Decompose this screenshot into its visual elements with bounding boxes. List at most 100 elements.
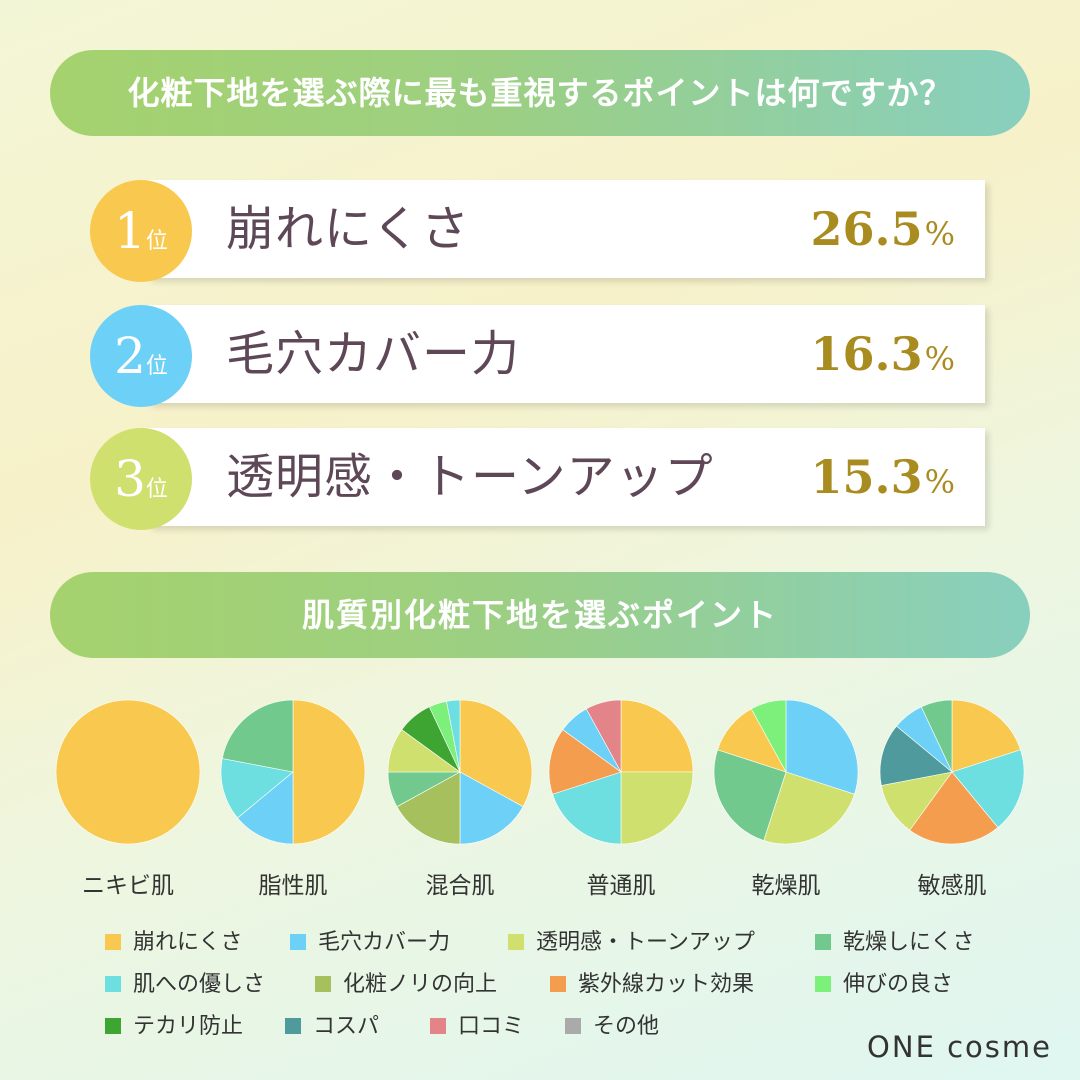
legend-label: 口コミ <box>458 1014 525 1039</box>
rank-label: 透明感・トーンアップ <box>226 449 714 505</box>
pie-slice <box>292 699 366 845</box>
rank-card: 崩れにくさ 26.5% <box>148 180 985 278</box>
question-banner: 化粧下地を選ぶ際に最も重視するポイントは何ですか？ <box>50 50 1030 136</box>
pie-slice <box>396 771 461 845</box>
pie-slice <box>951 749 1025 828</box>
pie-slice <box>951 699 1021 773</box>
legend-label: 化粧ノリの向上 <box>343 972 498 997</box>
legend-label: 肌への優しさ <box>133 972 266 997</box>
rank-value: 15.3% <box>811 428 955 526</box>
legend-item: 化粧ノリの向上 <box>315 970 497 1000</box>
rank-value: 16.3% <box>811 305 955 403</box>
pie-slice <box>763 771 855 845</box>
legend-label: 透明感・トーンアップ <box>536 930 755 955</box>
legend-item: 乾燥しにくさ <box>815 928 975 958</box>
rank-suffix: 位 <box>145 354 168 379</box>
legend-label: 崩れにくさ <box>133 930 243 955</box>
pie-slice <box>879 725 953 786</box>
pie-title: 敏感肌 <box>917 873 987 899</box>
pie-chart <box>879 699 1025 845</box>
rank-number: 1 <box>114 202 146 260</box>
legend-label: 伸びの良さ <box>843 972 954 997</box>
legend-swatch <box>815 975 831 992</box>
pie-title: 脂性肌 <box>258 873 328 899</box>
rank-suffix: 位 <box>145 477 168 502</box>
pie-slice <box>446 699 461 773</box>
pie-slice <box>221 699 294 773</box>
pie-title: ニキビ肌 <box>82 873 174 899</box>
pie-title: 乾燥肌 <box>751 873 821 899</box>
pie-charts <box>55 699 1025 845</box>
legend-label: 紫外線カット効果 <box>578 972 755 997</box>
legend-item: 透明感・トーンアップ <box>508 928 755 958</box>
rank-badge: 3位 <box>90 428 192 530</box>
legend-label: その他 <box>593 1014 660 1039</box>
percent-unit: % <box>924 215 955 253</box>
legend-swatch <box>290 933 306 950</box>
pie-slice <box>620 771 694 845</box>
section-title: 肌質別化粧下地を選ぶポイント <box>301 596 778 634</box>
legend-swatch <box>105 1017 121 1034</box>
pie-slice <box>920 699 953 773</box>
rank-number: 3 <box>114 450 146 508</box>
rank-value: 26.5% <box>811 180 955 278</box>
pie-slice <box>713 749 787 841</box>
pie-slice <box>750 699 787 773</box>
legend-swatch <box>105 975 121 992</box>
pie-slice <box>785 699 859 795</box>
legend-label: テカリ防止 <box>133 1014 244 1039</box>
legend-label: 乾燥しにくさ <box>843 930 975 955</box>
legend-item: 口コミ <box>430 1012 524 1042</box>
pie-chart <box>548 699 694 845</box>
legend-swatch <box>550 975 566 992</box>
legend-item: 崩れにくさ <box>105 928 243 958</box>
legend-item: 伸びの良さ <box>815 970 953 1000</box>
percent-unit: % <box>924 463 955 501</box>
legend-item: 肌への優しさ <box>105 970 265 1000</box>
rank-card: 透明感・トーンアップ 15.3% <box>148 428 985 526</box>
legend-swatch <box>815 933 831 950</box>
legend-swatch <box>430 1017 446 1034</box>
rank-number: 2 <box>114 327 146 385</box>
rank-label: 崩れにくさ <box>226 201 471 257</box>
rank-card: 毛穴カバー力 16.3% <box>148 305 985 403</box>
legend-label: 毛穴カバー力 <box>318 930 451 955</box>
legend-swatch <box>105 933 121 950</box>
question-text: 化粧下地を選ぶ際に最も重視するポイントは何ですか？ <box>127 74 953 112</box>
legend-item: 毛穴カバー力 <box>290 928 450 958</box>
legend-item: テカリ防止 <box>105 1012 243 1042</box>
percent-unit: % <box>924 340 955 378</box>
legend-item: その他 <box>565 1012 659 1042</box>
legend-swatch <box>315 975 331 992</box>
pie-slice <box>459 771 524 845</box>
pie-slice <box>909 771 999 845</box>
rank-percent: 26.5 <box>810 202 923 256</box>
pie-chart <box>55 699 201 845</box>
pie-chart <box>713 699 859 845</box>
rank-badge: 1位 <box>90 180 192 282</box>
rank-suffix: 位 <box>145 229 168 254</box>
pie-slice <box>220 758 294 819</box>
rank-percent: 15.3 <box>810 450 923 504</box>
pie-title: 普通肌 <box>586 873 656 899</box>
legend-item: コスパ <box>285 1012 379 1042</box>
pie-title: 混合肌 <box>425 873 495 899</box>
pie-slice <box>552 771 622 845</box>
pie-slice <box>237 771 294 845</box>
section-banner: 肌質別化粧下地を選ぶポイント <box>50 572 1030 658</box>
legend-item: 紫外線カット効果 <box>550 970 754 1000</box>
legend-swatch <box>285 1017 301 1034</box>
rank-label: 毛穴カバー力 <box>226 326 521 382</box>
brand-logo: ONE cosme <box>867 1030 1052 1064</box>
legend-swatch <box>508 933 524 950</box>
legend-label: コスパ <box>313 1014 380 1039</box>
legend-swatch <box>565 1017 581 1034</box>
pie-slice <box>548 729 622 795</box>
pie-chart <box>220 699 366 845</box>
pie-slice <box>620 699 694 773</box>
rank-percent: 16.3 <box>810 327 923 381</box>
rank-badge: 2位 <box>90 305 192 407</box>
pie-slice <box>585 699 622 773</box>
pie-slice <box>459 699 533 808</box>
pie-slice <box>55 699 201 845</box>
